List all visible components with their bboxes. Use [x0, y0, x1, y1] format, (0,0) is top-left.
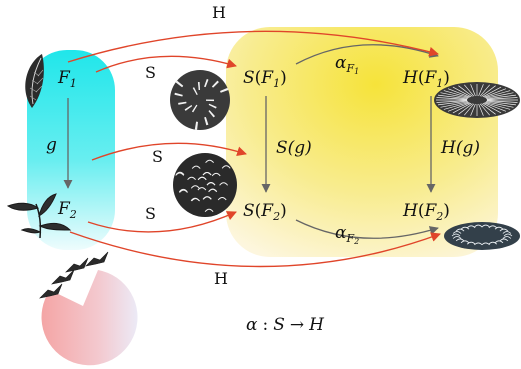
node-h-f1: H(F1): [402, 68, 450, 90]
node-s-f1: S(F1): [243, 68, 287, 90]
label-h-g: H(g): [440, 138, 480, 158]
pie-shape: [41, 270, 138, 366]
label-s-bottom: S: [145, 204, 156, 223]
sprout-f2-image: [6, 193, 72, 239]
flat-disc-hf2-image: [444, 222, 520, 250]
arrow-h-bottom: [69, 231, 441, 268]
label-s-mid: S: [152, 147, 163, 166]
node-h-f2: H(F2): [402, 201, 450, 223]
textured-ball-sf2-image: [173, 153, 237, 217]
arrow-s-bottom: [87, 211, 237, 233]
arrow-s-top: [95, 55, 237, 73]
arrow-h-top: [67, 30, 439, 63]
label-s-top: S: [145, 63, 156, 82]
caption: α: S → H: [246, 315, 325, 335]
label-g: g: [46, 135, 57, 155]
arrow-alpha-f1: [295, 44, 439, 65]
spiky-ball-sf1-image: [170, 70, 230, 130]
node-f2: F2: [57, 199, 77, 221]
label-h-top: H: [212, 3, 226, 22]
arrow-alpha-f2: [295, 219, 439, 239]
leaf-f1-image: [25, 54, 44, 108]
flat-disc-hf1-image: [434, 82, 520, 118]
birds-image: [39, 251, 109, 299]
label-h-bottom: H: [214, 269, 228, 288]
label-alpha-f2: αF2: [335, 223, 359, 246]
label-s-g: S(g): [276, 138, 312, 158]
category-d-region: [226, 27, 498, 257]
node-s-f2: S(F2): [243, 201, 287, 223]
label-alpha-f1: αF1: [335, 53, 359, 76]
arrow-s-mid: [91, 142, 247, 161]
node-f1: F1: [57, 68, 77, 90]
